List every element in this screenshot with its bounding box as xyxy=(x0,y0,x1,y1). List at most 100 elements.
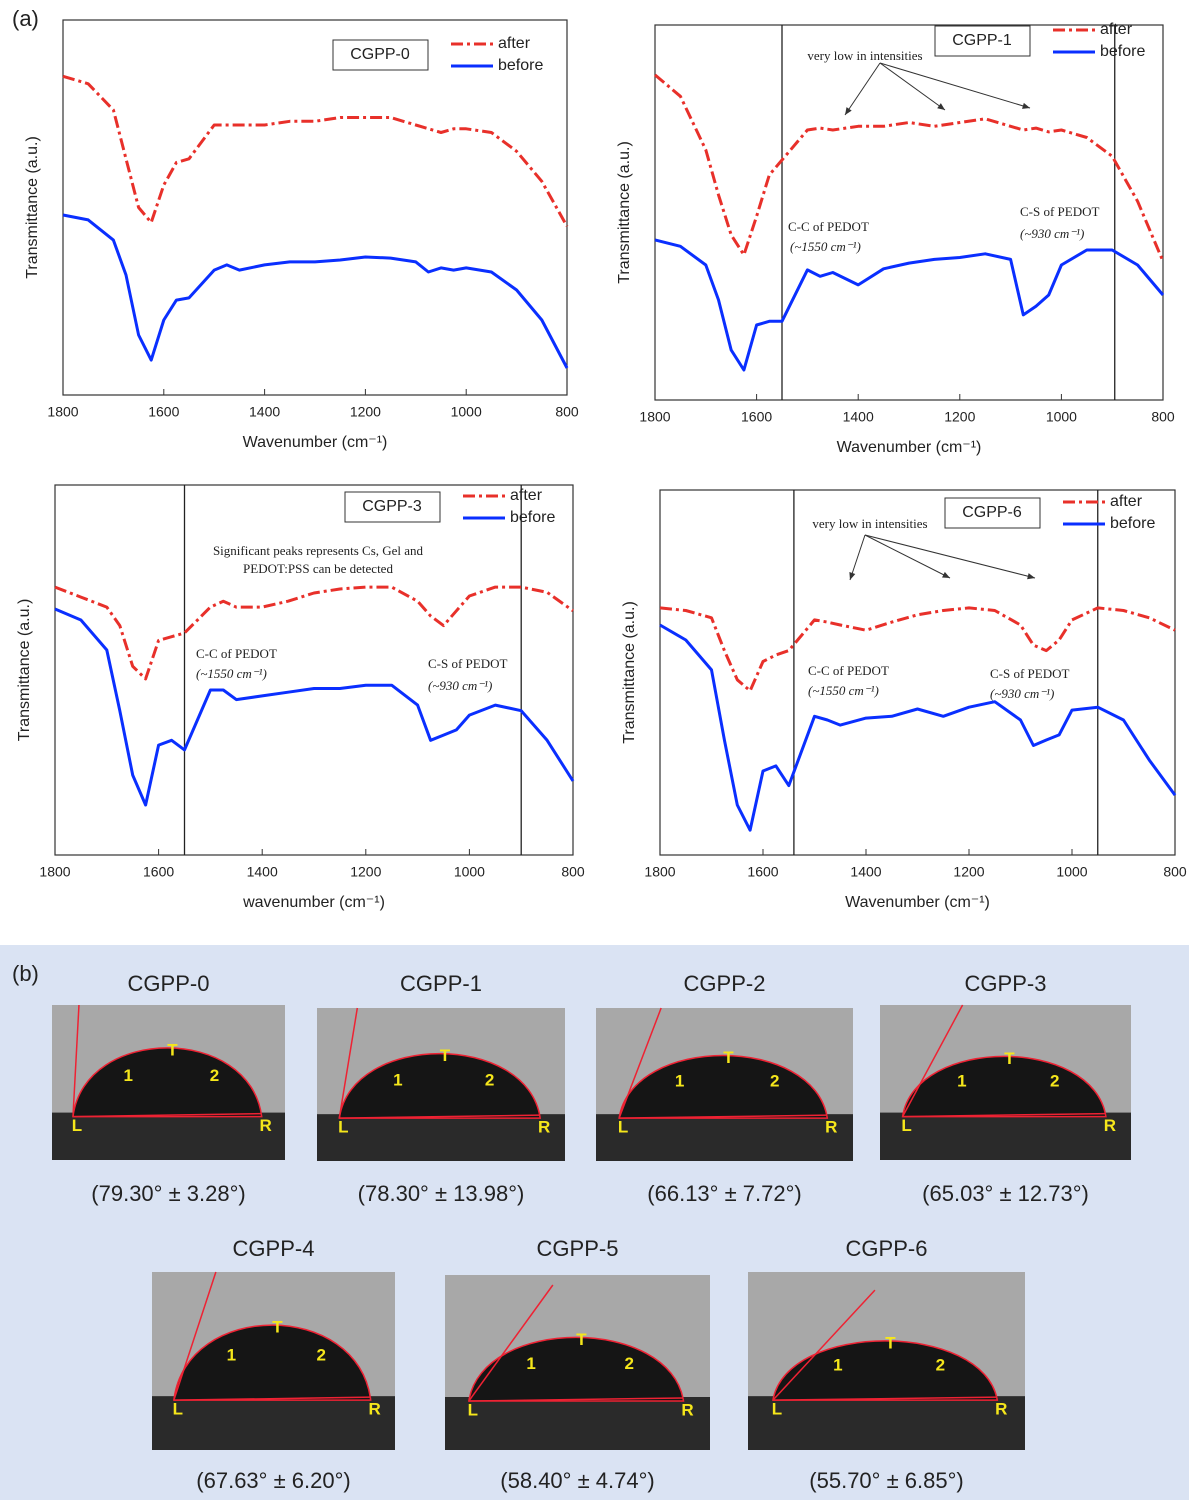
legend-label: after xyxy=(1110,493,1143,510)
title-box xyxy=(332,39,429,71)
annotation-arrow xyxy=(864,534,1036,579)
point-label: T xyxy=(1004,1049,1015,1068)
droplet xyxy=(901,1055,1107,1118)
point-label: 1 xyxy=(227,1346,236,1365)
chart-title: CGPP-6 xyxy=(962,504,1022,521)
point-label: R xyxy=(825,1118,837,1137)
x-tick-label: 1200 xyxy=(953,864,984,880)
chart-title: CGPP-1 xyxy=(952,32,1012,49)
x-tick-label: 1600 xyxy=(148,404,179,420)
annotation: C-S of PEDOT xyxy=(990,666,1070,681)
annotation: C-C of PEDOT xyxy=(788,219,869,234)
sample-name: CGPP-2 xyxy=(684,971,766,996)
tangent-line xyxy=(72,1004,80,1117)
x-tick-label: 1200 xyxy=(350,864,381,880)
legend-label: before xyxy=(498,57,543,74)
baseline xyxy=(772,1396,998,1401)
y-axis-label: Transmittance (a.u.) xyxy=(616,141,633,284)
point-label: T xyxy=(723,1048,734,1067)
title-box xyxy=(344,491,441,523)
y-axis-label: Transmittance (a.u.) xyxy=(24,136,41,279)
arrow-head xyxy=(849,572,856,580)
panel-label: (a) xyxy=(12,6,39,31)
photo-substrate xyxy=(317,1114,565,1161)
annotation: Significant peaks represents Cs, Gel and xyxy=(213,543,424,558)
tangent-line xyxy=(338,1007,359,1119)
photo-substrate xyxy=(52,1112,285,1160)
point-label: T xyxy=(167,1040,178,1059)
contact-angle: (79.30° ± 3.28°) xyxy=(91,1181,245,1206)
annotation: C-C of PEDOT xyxy=(808,663,889,678)
sample-name: CGPP-5 xyxy=(537,1236,619,1261)
sample-name: CGPP-1 xyxy=(400,971,482,996)
legend-label: before xyxy=(1110,515,1155,532)
photo-substrate xyxy=(152,1396,395,1450)
x-tick-label: 800 xyxy=(1151,409,1175,425)
point-label: T xyxy=(885,1334,896,1353)
point-label: 1 xyxy=(675,1072,684,1091)
x-tick-label: 1600 xyxy=(741,409,772,425)
legend-label: before xyxy=(510,509,555,526)
x-axis-label: wavenumber (cm⁻¹) xyxy=(242,894,385,911)
point-label: 2 xyxy=(936,1356,945,1375)
point-label: L xyxy=(901,1116,911,1135)
annotation: (~1550 cm⁻¹) xyxy=(196,666,267,681)
point-label: 2 xyxy=(624,1354,633,1373)
x-axis-label: Wavenumber (cm⁻¹) xyxy=(243,434,388,451)
legend-label: after xyxy=(498,35,531,52)
x-tick-label: 1400 xyxy=(843,409,874,425)
point-label: T xyxy=(576,1330,587,1349)
arrow-head xyxy=(1027,573,1035,580)
legend-label: after xyxy=(1100,21,1133,38)
point-label: L xyxy=(173,1400,183,1419)
point-label: L xyxy=(618,1118,628,1137)
sample-name: CGPP-4 xyxy=(233,1236,315,1261)
series-line xyxy=(654,238,1165,372)
x-tick-label: 1800 xyxy=(47,404,78,420)
chart-title: CGPP-3 xyxy=(362,498,422,515)
point-label: 2 xyxy=(770,1072,779,1091)
baseline xyxy=(902,1112,1106,1118)
point-label: R xyxy=(681,1400,693,1419)
annotation-arrow xyxy=(879,62,1031,109)
x-tick-label: 1600 xyxy=(747,864,778,880)
y-axis-label: Transmittance (a.u.) xyxy=(16,599,33,742)
x-axis-label: Wavenumber (cm⁻¹) xyxy=(837,439,982,456)
baseline xyxy=(173,1396,371,1401)
series-line xyxy=(654,73,1165,262)
point-label: L xyxy=(72,1116,82,1135)
tangent-line xyxy=(772,1289,876,1401)
point-label: 1 xyxy=(833,1356,842,1375)
x-tick-label: 1800 xyxy=(39,864,70,880)
annotation: (~930 cm⁻¹) xyxy=(1020,226,1084,241)
annotation: (~930 cm⁻¹) xyxy=(990,686,1054,701)
x-tick-label: 800 xyxy=(555,404,579,420)
point-label: L xyxy=(338,1118,348,1137)
photo-substrate xyxy=(880,1112,1131,1160)
annotation: very low in intensities xyxy=(812,516,927,531)
x-tick-label: 1600 xyxy=(143,864,174,880)
arrow-head xyxy=(937,103,945,110)
x-tick-label: 1400 xyxy=(247,864,278,880)
x-tick-label: 1000 xyxy=(454,864,485,880)
annotation: very low in intensities xyxy=(807,48,922,63)
x-tick-label: 1000 xyxy=(1056,864,1087,880)
photo-substrate xyxy=(445,1397,710,1450)
x-tick-label: 1000 xyxy=(451,404,482,420)
series-line xyxy=(659,623,1177,832)
plot-frame xyxy=(659,489,1176,856)
annotation: (~930 cm⁻¹) xyxy=(428,678,492,693)
title-box xyxy=(934,25,1031,57)
annotation: (~1550 cm⁻¹) xyxy=(790,239,861,254)
contact-angle: (66.13° ± 7.72°) xyxy=(647,1181,801,1206)
droplet xyxy=(72,1047,263,1118)
plot-frame xyxy=(54,484,574,856)
arrow-head xyxy=(942,571,950,578)
droplet xyxy=(467,1336,685,1402)
tangent-line xyxy=(173,1271,217,1401)
tangent-line xyxy=(901,1004,964,1117)
baseline xyxy=(468,1397,684,1402)
annotation-arrow xyxy=(849,534,866,581)
annotation: C-S of PEDOT xyxy=(1020,204,1100,219)
